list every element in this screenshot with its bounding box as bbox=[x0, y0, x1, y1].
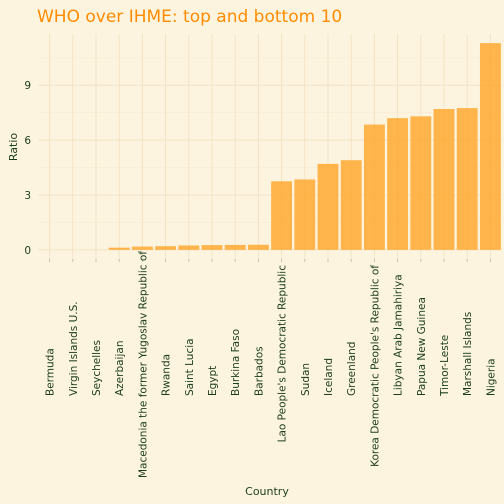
x-tick-label: Egypt bbox=[207, 366, 219, 396]
bar bbox=[108, 247, 130, 250]
bar bbox=[363, 124, 385, 250]
x-tick-label: Virgin Islands U.S. bbox=[68, 301, 80, 396]
bar bbox=[155, 246, 177, 250]
x-axis: Bermuda Virgin Islands U.S. Seychelles Azer… bbox=[45, 251, 498, 478]
bar bbox=[294, 179, 316, 250]
x-tick-label: Marshall Islands bbox=[462, 312, 474, 396]
x-tick-label: Korea Democratic People's Republic of bbox=[369, 265, 381, 467]
x-tick-label: Barbados bbox=[253, 346, 265, 396]
x-tick-label: Lao People's Democratic Republic bbox=[277, 265, 289, 443]
x-tick-label: Seychelles bbox=[91, 340, 103, 396]
bar bbox=[271, 181, 293, 250]
x-tick-label: Rwanda bbox=[161, 354, 173, 396]
y-axis-title: Ratio bbox=[7, 133, 20, 162]
x-tick-label: Bermuda bbox=[45, 348, 57, 396]
bar bbox=[178, 245, 200, 250]
y-tick-label: 6 bbox=[24, 135, 31, 147]
bar bbox=[247, 244, 269, 250]
x-tick-label: Nigeria bbox=[485, 358, 497, 396]
y-tick-label: 3 bbox=[24, 190, 31, 202]
bar bbox=[224, 244, 246, 250]
x-tick-label: Greenland bbox=[346, 342, 358, 396]
grid bbox=[38, 34, 502, 259]
bar bbox=[131, 246, 153, 250]
bar bbox=[456, 108, 478, 250]
bar bbox=[433, 109, 455, 250]
bar bbox=[410, 116, 432, 250]
x-tick-label: Azerbaijan bbox=[114, 341, 126, 397]
x-tick-label: Iceland bbox=[323, 358, 335, 396]
bar bbox=[317, 163, 339, 250]
x-axis-title: Country bbox=[245, 485, 289, 498]
x-tick-label: Papua New Guinea bbox=[416, 297, 428, 396]
x-tick-label: Macedonia the former Yugoslav Republic o… bbox=[137, 251, 149, 478]
y-tick-label: 0 bbox=[24, 245, 31, 257]
chart-title: WHO over IHME: top and bottom 10 bbox=[37, 7, 342, 27]
bar bbox=[340, 160, 362, 250]
y-tick-label: 9 bbox=[24, 80, 31, 92]
bars bbox=[108, 43, 501, 250]
x-tick-label: Sudan bbox=[300, 363, 312, 396]
x-tick-label: Burkina Faso bbox=[230, 329, 242, 396]
x-tick-label: Timor-Leste bbox=[439, 335, 451, 397]
bar bbox=[387, 118, 409, 250]
bar bbox=[479, 43, 501, 250]
x-tick-label: Libyan Arab Jamahiriya bbox=[393, 274, 405, 396]
x-tick-label: Saint Lucia bbox=[184, 338, 196, 396]
bar bbox=[201, 245, 223, 250]
y-axis: 0 3 6 9 bbox=[24, 80, 31, 257]
